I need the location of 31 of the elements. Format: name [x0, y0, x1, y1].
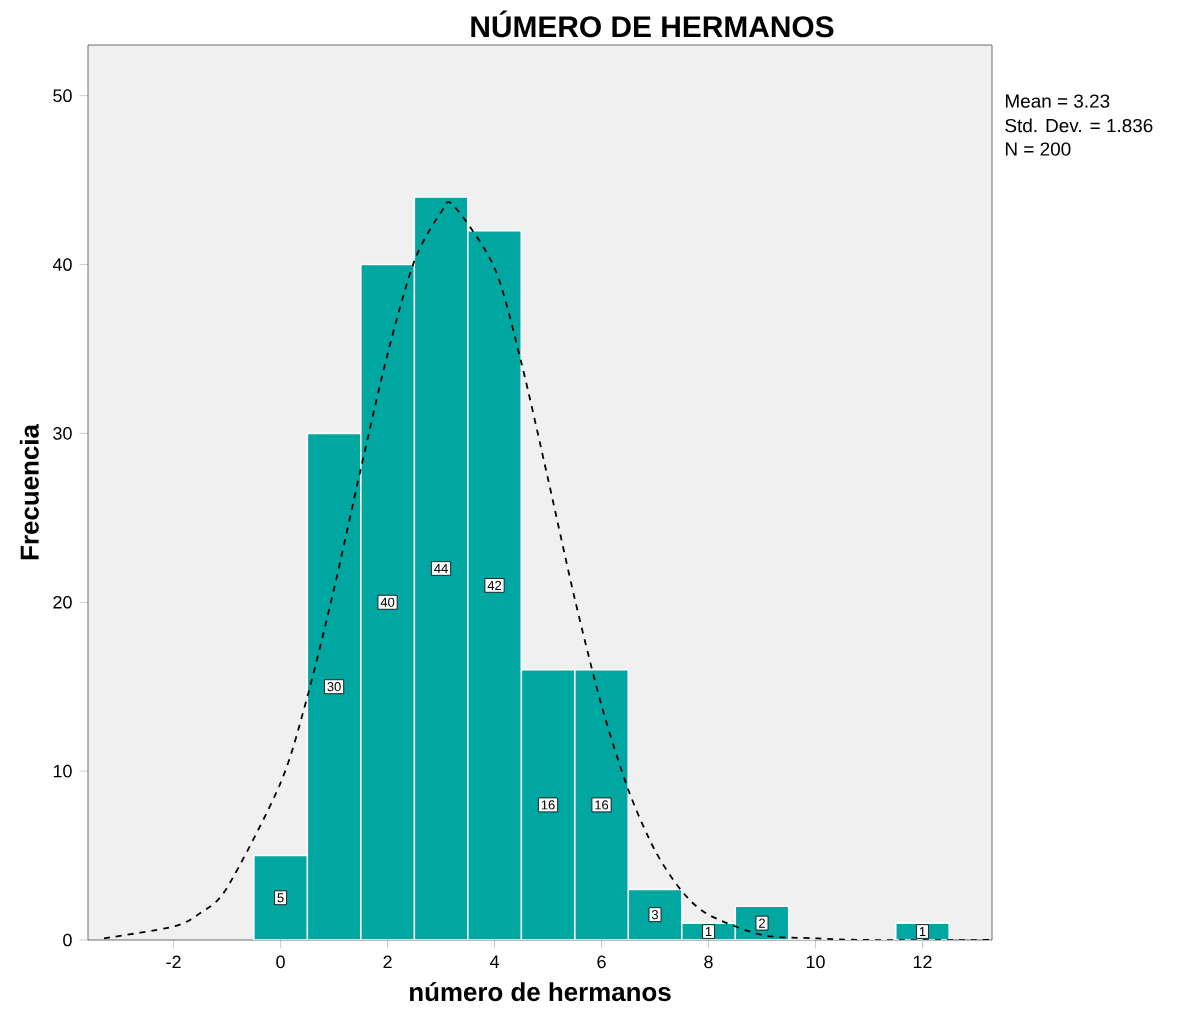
data-label: 3: [651, 910, 659, 920]
data-label: 16: [541, 800, 555, 810]
y-tick-label: 10: [53, 764, 72, 778]
x-tick-label: 12: [913, 955, 932, 969]
data-label: 2: [759, 918, 765, 928]
x-axis-title: número de hermanos: [410, 981, 671, 1002]
data-label: 30: [327, 682, 341, 692]
x-tick-label: -2: [166, 955, 181, 969]
data-label: 5: [277, 893, 284, 903]
x-tick-label: 0: [276, 955, 285, 969]
y-tick-label: 50: [53, 89, 72, 103]
x-tick-label: 6: [597, 955, 606, 969]
data-label: 40: [380, 597, 395, 607]
data-label: 44: [434, 564, 448, 573]
y-tick-label: 20: [53, 595, 72, 609]
chart-title: NÚMERO DE HERMANOS: [471, 10, 834, 38]
text: Std. Dev. = 1.836: [1005, 118, 1153, 133]
data-label: 16: [595, 800, 609, 810]
y-tick-label: 0: [63, 933, 72, 947]
y-axis-title: Frecuencia: [19, 423, 39, 560]
text: N = 200: [1005, 142, 1071, 156]
x-tick-label: 2: [383, 955, 392, 969]
y-tick-label: 30: [53, 427, 72, 440]
x-tick-label: 8: [704, 955, 713, 969]
data-label: 1: [705, 927, 712, 937]
y-tick-label: 40: [52, 258, 72, 271]
x-tick-label: 4: [489, 955, 499, 968]
text: Mean = 3.23: [1005, 94, 1110, 108]
data-label: 42: [487, 580, 502, 590]
data-label: 1: [919, 927, 926, 937]
x-tick-label: 10: [806, 955, 825, 969]
